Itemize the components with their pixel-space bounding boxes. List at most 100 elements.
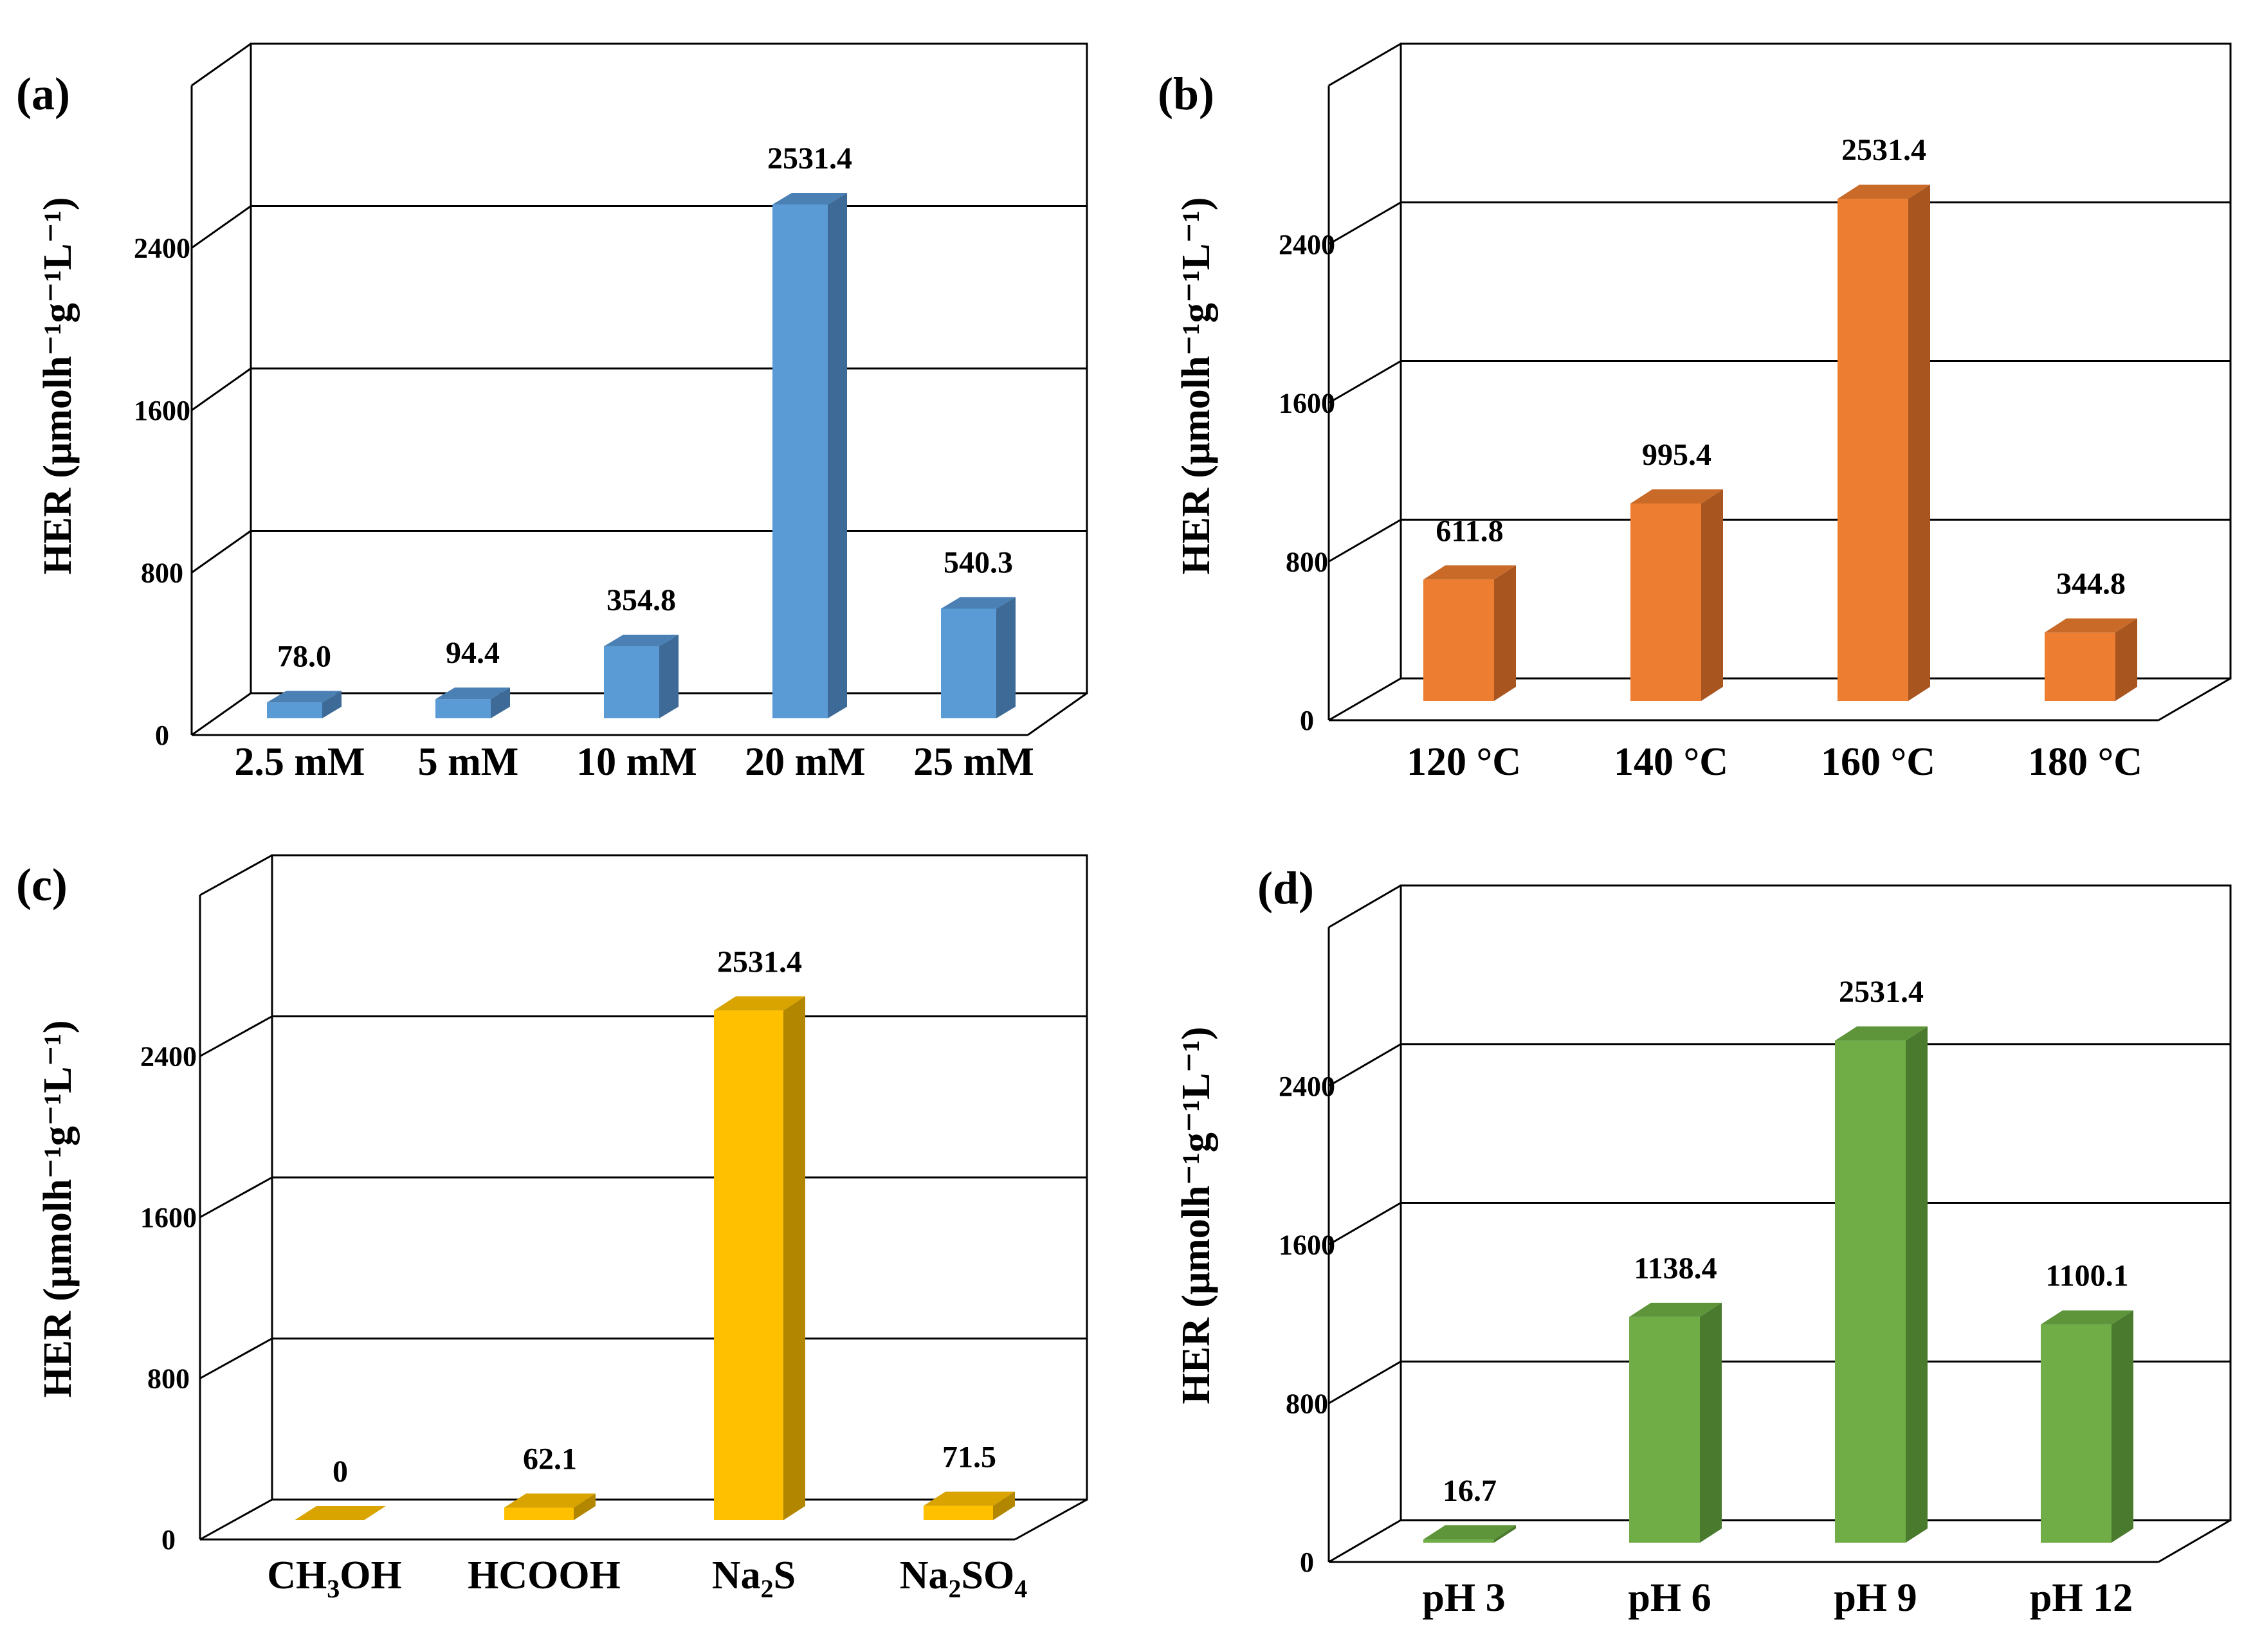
label-part: HCOOH <box>468 1554 621 1597</box>
subscript: 2 <box>949 1574 962 1603</box>
x-tick-label: 120 °C <box>1407 740 1521 784</box>
bar-side <box>2112 1310 2133 1543</box>
data-label: 354.8 <box>607 583 676 617</box>
data-label: 2531.4 <box>717 945 802 979</box>
bar-top <box>1838 185 1930 199</box>
panel-label: (c) <box>16 859 68 911</box>
chart-panel-c: 0 800 1600 2400 HER (μmolh⁻¹g⁻¹L⁻¹) (c) 0 CH3OH… <box>16 854 1088 1603</box>
chart-panel-a: 0 800 1600 2400 HER (μmolh⁻¹g⁻¹L⁻¹) (a) 78.0 2.… <box>16 42 1088 784</box>
bar-side <box>828 193 847 719</box>
bar-top <box>1835 1026 1928 1041</box>
bar <box>714 1010 783 1520</box>
bar <box>1838 199 1908 701</box>
data-label: 611.8 <box>1436 514 1503 548</box>
bar <box>1835 1040 1906 1543</box>
x-tick-label: 160 °C <box>1821 740 1935 784</box>
floor-right-edge <box>2158 677 2231 722</box>
subscript: 3 <box>327 1574 340 1603</box>
gridline-side <box>1328 1360 1401 1404</box>
bar-top <box>2045 618 2137 633</box>
gridline-side <box>199 1338 273 1379</box>
bar-side <box>491 687 510 718</box>
bar-side <box>1700 1302 1722 1543</box>
bar <box>772 204 828 719</box>
x-tick-label: pH 6 <box>1628 1576 1711 1620</box>
y-tick-label: 2400 <box>134 233 190 264</box>
left-wall-top-edge <box>1328 884 1401 929</box>
bar-side <box>1906 1026 1928 1543</box>
data-label: 71.5 <box>942 1440 996 1475</box>
gridline-side <box>1328 1202 1401 1246</box>
y-tick-label: 800 <box>1286 546 1328 577</box>
bar-top <box>1630 489 1723 504</box>
bar <box>435 699 491 718</box>
x-tick-label: 180 °C <box>2028 740 2142 784</box>
bar <box>504 1507 574 1520</box>
y-axis-title: HER (μmolh⁻¹g⁻¹L⁻¹) <box>1174 197 1218 575</box>
y-tick-label: 1600 <box>134 395 190 426</box>
data-label: 344.8 <box>2056 567 2126 601</box>
bar <box>2041 1324 2112 1543</box>
bar-top <box>2041 1310 2133 1325</box>
left-wall-top-edge <box>191 42 251 87</box>
y-tick-label: 2400 <box>1279 229 1335 260</box>
bar-side <box>574 1493 596 1520</box>
y-tick-label: 2400 <box>1279 1071 1335 1102</box>
x-tick-label: 20 mM <box>745 740 866 784</box>
chart-panel-d: 0 800 1600 2400 HER (μmolh⁻¹g⁻¹L⁻¹) (d) 16.7 pH… <box>1174 862 2232 1620</box>
y-tick-label: 2400 <box>140 1041 197 1073</box>
bar-side <box>993 1491 1015 1520</box>
gridline-side <box>191 367 251 412</box>
bar <box>924 1505 993 1520</box>
floor-right-edge <box>1027 692 1088 736</box>
label-part: Na <box>900 1554 949 1597</box>
subscript: 2 <box>761 1574 774 1603</box>
bar-top <box>295 1506 386 1520</box>
label-part: OH <box>340 1554 401 1597</box>
left-wall-top-edge <box>199 854 273 896</box>
floor-left-edge <box>199 1498 273 1541</box>
floor-right-edge <box>1014 1498 1088 1541</box>
bar-top <box>941 597 1016 609</box>
floor-left-edge <box>191 692 251 736</box>
bar-side <box>783 996 805 1520</box>
bar-side <box>322 691 342 718</box>
y-tick-label: 1600 <box>1279 388 1335 419</box>
floor-left-edge <box>1328 1519 1401 1563</box>
data-label: 16.7 <box>1443 1474 1497 1508</box>
bar-top <box>714 996 805 1011</box>
chart-panel-b: 0 800 1600 2400 HER (μmolh⁻¹g⁻¹L⁻¹) (b) 611.8 1… <box>1158 42 2232 784</box>
bar-top <box>1423 565 1516 580</box>
x-tick-label: CH3OH <box>267 1554 401 1603</box>
bar <box>267 702 322 718</box>
data-label: 94.4 <box>446 636 500 670</box>
x-tick-label: pH 3 <box>1422 1576 1505 1620</box>
floor-left-edge <box>1328 677 1401 722</box>
bar-top <box>604 635 679 647</box>
x-tick-label: HCOOH <box>468 1554 621 1597</box>
y-tick-label: 1600 <box>140 1202 197 1233</box>
y-tick-label: 800 <box>1286 1388 1328 1419</box>
panel-label: (d) <box>1257 862 1314 914</box>
y-tick-label: 800 <box>141 558 183 589</box>
y-axis-title: HER (μmolh⁻¹g⁻¹L⁻¹) <box>36 197 80 575</box>
bar-side <box>2115 618 2137 701</box>
data-label: 1100.1 <box>2045 1259 2128 1293</box>
bar-side <box>1494 1525 1516 1543</box>
y-tick-label: 0 <box>1300 705 1314 736</box>
bar <box>604 646 659 718</box>
data-label: 0 <box>333 1455 348 1489</box>
data-label: 62.1 <box>523 1442 577 1476</box>
y-axis-title: HER (μmolh⁻¹g⁻¹L⁻¹) <box>1174 1027 1218 1404</box>
gridline-side <box>1328 518 1401 563</box>
label-part: S <box>774 1554 796 1597</box>
panel-label: (a) <box>16 68 70 120</box>
bar-top <box>1423 1525 1516 1539</box>
label-part: SO <box>962 1554 1015 1597</box>
floor-right-edge <box>2158 1519 2231 1563</box>
bar <box>1630 503 1701 701</box>
x-tick-label: 2.5 mM <box>234 740 365 784</box>
bar-top <box>924 1491 1015 1506</box>
label-part: CH <box>267 1554 327 1597</box>
